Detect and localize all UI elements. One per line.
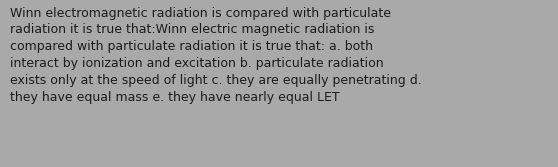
Text: Winn electromagnetic radiation is compared with particulate
radiation it is true: Winn electromagnetic radiation is compar… — [10, 7, 422, 104]
